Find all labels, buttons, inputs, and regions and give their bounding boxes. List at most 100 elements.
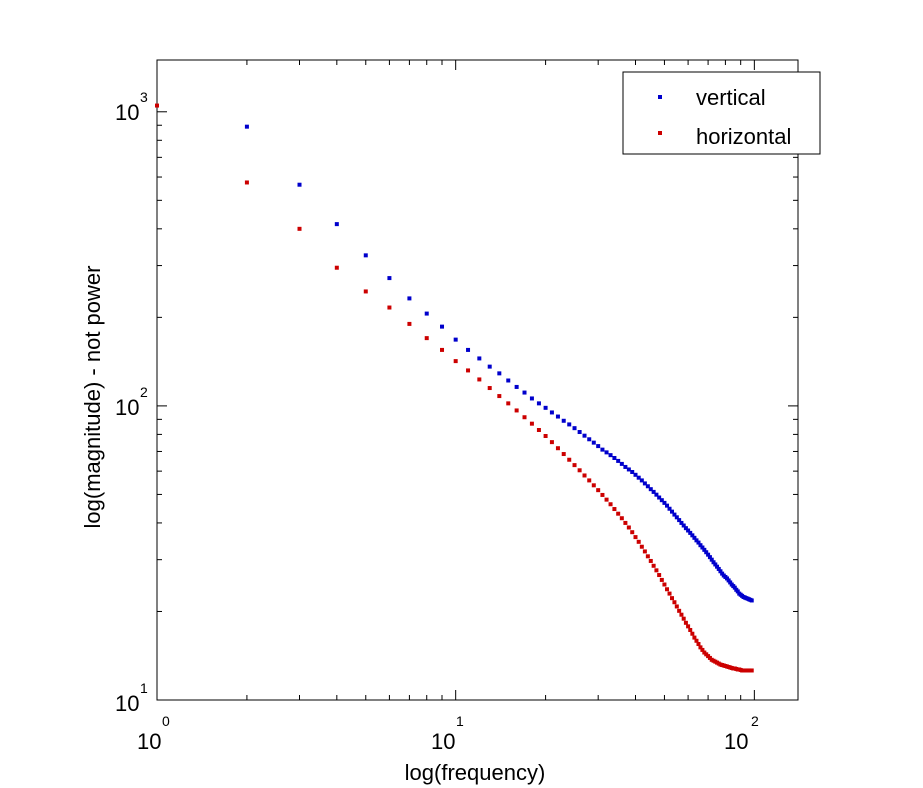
data-point-horizontal (549, 440, 554, 445)
data-point-vertical (506, 378, 511, 383)
data-point-horizontal (543, 434, 548, 438)
data-point-horizontal (466, 368, 471, 373)
data-point-horizontal (608, 502, 613, 507)
data-point-horizontal (587, 478, 592, 483)
data-point-vertical (623, 464, 628, 469)
data-point-vertical (514, 384, 519, 389)
data-point-vertical (466, 347, 471, 352)
data-point-vertical (582, 433, 587, 438)
x-tick-label-3: 10 (724, 729, 748, 754)
data-point-horizontal (363, 289, 368, 294)
y-tick-label-3: 10 (115, 100, 139, 125)
data-point-vertical (363, 253, 368, 258)
y-tick-exponent-1: 1 (140, 680, 148, 696)
data-point-horizontal (600, 492, 605, 497)
data-point-vertical (536, 401, 541, 406)
data-point-horizontal (642, 549, 647, 554)
legend-marker-horizontal (658, 131, 662, 135)
data-point-horizontal (612, 507, 617, 512)
data-point-horizontal (657, 573, 662, 578)
data-point-vertical (698, 543, 703, 548)
data-point-vertical (297, 182, 302, 187)
data-point-horizontal (536, 428, 541, 432)
x-tick-exponent-2: 1 (456, 713, 464, 729)
data-point-horizontal (630, 530, 635, 535)
data-point-horizontal (674, 604, 679, 609)
data-point-horizontal (651, 563, 656, 568)
data-point-vertical (690, 533, 695, 538)
data-point-horizontal (648, 558, 653, 563)
x-tick-label-2: 10 (431, 729, 455, 754)
data-point-vertical (244, 124, 249, 129)
data-point-horizontal (453, 359, 458, 364)
data-point-vertical (670, 509, 674, 514)
data-point-horizontal (679, 612, 684, 617)
data-point-vertical (707, 555, 712, 560)
series-vertical (244, 124, 754, 603)
data-point-horizontal (623, 520, 628, 525)
data-point-vertical (651, 489, 656, 494)
data-point-vertical (612, 456, 617, 460)
data-point-horizontal (619, 516, 624, 521)
data-point-vertical (543, 405, 548, 410)
y-tick-label-2: 10 (115, 395, 139, 420)
data-point-horizontal (672, 600, 677, 605)
data-point-horizontal (591, 483, 596, 488)
legend-label-vertical: vertical (696, 85, 766, 110)
data-point-horizontal (155, 103, 159, 108)
data-point-vertical (686, 528, 691, 533)
data-point-vertical (679, 520, 684, 525)
data-point-vertical (718, 569, 723, 574)
data-point-vertical (665, 503, 670, 508)
y-tick-label-1: 10 (115, 691, 139, 716)
y-tick-exponent-2: 2 (140, 384, 148, 400)
data-point-vertical (424, 311, 429, 316)
data-point-vertical (704, 550, 709, 555)
data-point-vertical (453, 337, 458, 342)
data-point-horizontal (334, 265, 339, 270)
data-point-horizontal (683, 620, 688, 625)
data-point-vertical (608, 453, 613, 458)
data-point-horizontal (497, 394, 502, 399)
data-point-vertical (713, 562, 718, 567)
data-point-vertical (732, 585, 737, 590)
data-point-vertical (726, 578, 731, 583)
data-point-horizontal (561, 452, 566, 457)
data-point-horizontal (297, 226, 302, 231)
x-tick-exponent-3: 2 (751, 713, 759, 729)
data-point-horizontal (596, 488, 601, 493)
data-point-horizontal (633, 535, 638, 540)
data-point-vertical (709, 557, 714, 562)
data-point-vertical (639, 478, 644, 483)
data-point-horizontal (522, 415, 527, 420)
data-point-horizontal (244, 180, 249, 185)
data-point-vertical (387, 276, 392, 281)
data-point-horizontal (487, 386, 492, 391)
data-point-vertical (692, 535, 697, 540)
data-point-vertical (591, 440, 596, 445)
data-point-vertical (616, 458, 621, 463)
data-point-vertical (662, 500, 667, 505)
data-point-vertical (696, 540, 701, 545)
data-point-vertical (648, 487, 653, 492)
data-point-horizontal (659, 577, 664, 582)
data-point-horizontal (529, 421, 534, 426)
data-point-horizontal (477, 377, 482, 382)
data-point-vertical (702, 547, 707, 552)
data-point-vertical (555, 414, 560, 419)
data-point-horizontal (514, 408, 519, 413)
data-point-vertical (334, 222, 339, 227)
data-point-vertical (667, 506, 672, 511)
data-point-horizontal (555, 446, 560, 451)
data-point-vertical (572, 426, 577, 431)
legend: vertical horizontal (622, 71, 821, 155)
data-point-vertical (440, 324, 445, 329)
data-point-horizontal (698, 645, 703, 650)
data-point-vertical (522, 390, 527, 395)
data-point-vertical (688, 530, 693, 535)
data-point-vertical (561, 418, 566, 423)
data-point-horizontal (696, 642, 701, 647)
legend-label-horizontal: horizontal (696, 124, 791, 149)
data-point-horizontal (688, 627, 693, 632)
